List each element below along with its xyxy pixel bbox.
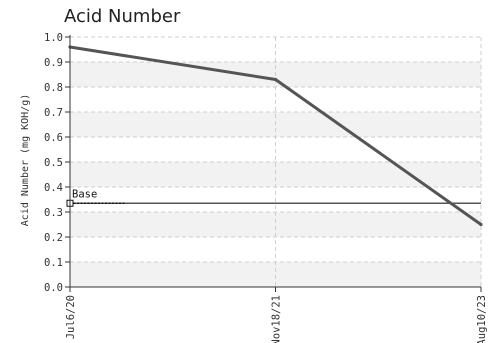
y-tick-label: 1.0 [44,32,63,44]
y-tick-label: 0.2 [44,232,63,244]
x-tick-label: Nov18/21 [271,295,283,343]
y-tick-label: 0.3 [44,207,63,219]
chart-title: Acid Number [64,6,181,27]
y-tick-label: 0.0 [44,282,63,294]
y-tick-label: 0.6 [44,132,63,144]
data-point [273,77,278,82]
y-tick-label: 0.7 [44,107,63,119]
y-tick-label: 0.5 [44,157,63,169]
data-point [479,222,483,227]
x-tick-label: Jul6/20 [65,295,77,339]
grid-band [70,212,481,237]
y-tick-label: 0.8 [44,82,63,94]
y-tick-label: 0.4 [44,182,63,194]
x-tick-label: Aug10/23 [476,295,488,343]
y-axis-label: Acid Number (mg KOH/g) [20,94,31,226]
y-tick-label: 0.9 [44,57,63,69]
baseline-label: Base [72,188,97,200]
y-tick-label: 0.1 [44,257,63,269]
